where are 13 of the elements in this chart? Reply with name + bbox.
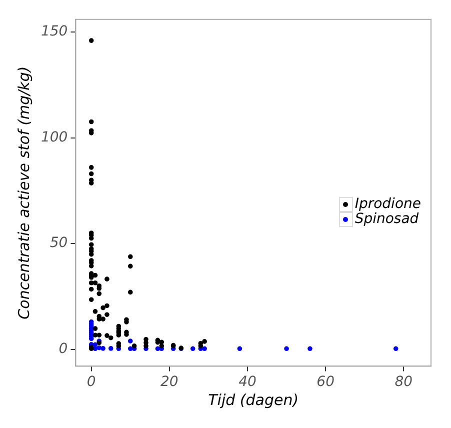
y-axis-title: Concentratie actieve stof (mg/kg)	[14, 66, 33, 320]
x-tick-label: 20	[160, 374, 178, 390]
y-tick-label: 50	[50, 235, 68, 252]
x-tick-label: 40	[238, 374, 256, 390]
legend-label: Iprodione	[354, 196, 421, 212]
legend-label: Spinosad	[354, 210, 419, 227]
y-tick-label: 100	[40, 129, 68, 146]
y-tick-label: 150	[40, 24, 68, 40]
x-tick-label: 0	[86, 374, 96, 390]
x-tick-label: 80	[394, 374, 413, 390]
x-tick-label: 60	[316, 374, 335, 390]
y-tick-label: 0	[58, 340, 68, 357]
x-axis-title: Tijd (dagen)	[208, 390, 299, 409]
